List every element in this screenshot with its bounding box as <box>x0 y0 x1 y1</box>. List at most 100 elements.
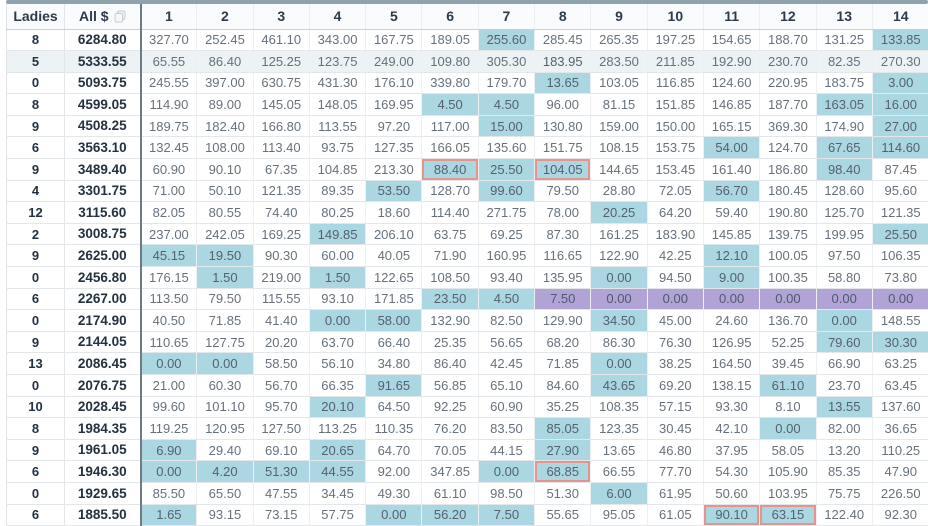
cell-value[interactable]: 66.35 <box>309 374 367 397</box>
cell-value[interactable]: 117.00 <box>421 115 479 138</box>
cell-value[interactable]: 108.50 <box>421 266 479 289</box>
cell-value[interactable]: 0.00 <box>590 266 648 289</box>
cell-value[interactable]: 18.60 <box>365 201 423 224</box>
cell-all-total[interactable]: 1929.65 <box>64 482 142 505</box>
cell-value[interactable]: 42.10 <box>703 417 761 440</box>
cell-value[interactable]: 245.55 <box>140 72 198 95</box>
cell-value[interactable]: 24.60 <box>703 309 761 332</box>
cell-value[interactable]: 58.80 <box>816 266 873 289</box>
cell-value[interactable]: 63.70 <box>309 331 367 354</box>
cell-value[interactable]: 630.75 <box>253 72 310 95</box>
column-header-10[interactable]: 10 <box>647 4 704 30</box>
cell-all-total[interactable]: 2267.00 <box>64 288 142 311</box>
cell-value[interactable]: 123.35 <box>590 417 648 440</box>
cell-value[interactable]: 4.20 <box>196 460 254 483</box>
cell-value[interactable]: 50.10 <box>196 180 254 203</box>
cell-value[interactable]: 90.10 <box>196 158 254 181</box>
cell-value[interactable]: 27.90 <box>534 439 592 462</box>
cell-value[interactable]: 125.25 <box>253 50 310 73</box>
cell-value[interactable]: 127.35 <box>365 136 423 160</box>
column-header-1[interactable]: 1 <box>140 4 198 30</box>
copy-icon[interactable] <box>114 10 126 23</box>
cell-value[interactable]: 60.90 <box>478 396 536 419</box>
cell-value[interactable]: 69.25 <box>478 223 536 246</box>
cell-value[interactable]: 110.65 <box>140 331 198 354</box>
cell-value[interactable]: 113.25 <box>309 417 367 440</box>
cell-value[interactable]: 23.70 <box>816 374 873 397</box>
cell-value[interactable]: 86.40 <box>421 352 479 375</box>
cell-value[interactable]: 66.90 <box>816 352 873 375</box>
cell-value[interactable]: 21.00 <box>140 374 198 397</box>
cell-value[interactable]: 182.40 <box>196 115 254 138</box>
cell-value[interactable]: 104.05 <box>534 158 592 181</box>
cell-value[interactable]: 4.50 <box>421 93 479 116</box>
cell-value[interactable]: 64.50 <box>365 396 423 419</box>
cell-all-total[interactable]: 4508.25 <box>64 115 142 138</box>
cell-value[interactable]: 121.35 <box>253 180 310 203</box>
cell-ladies[interactable]: 10 <box>6 396 65 419</box>
cell-value[interactable]: 183.90 <box>647 223 704 246</box>
cell-value[interactable]: 153.45 <box>647 158 704 181</box>
column-header-7[interactable]: 7 <box>478 4 536 30</box>
cell-value[interactable]: 54.00 <box>703 136 761 160</box>
cell-value[interactable]: 61.10 <box>421 482 479 505</box>
cell-value[interactable]: 85.05 <box>534 417 592 440</box>
cell-value[interactable]: 100.05 <box>759 244 817 268</box>
cell-value[interactable]: 57.75 <box>309 504 367 526</box>
column-header-12[interactable]: 12 <box>759 4 817 30</box>
cell-value[interactable]: 36.65 <box>872 417 928 440</box>
cell-value[interactable]: 226.50 <box>872 482 928 505</box>
cell-all-total[interactable]: 2076.75 <box>64 374 142 397</box>
cell-value[interactable]: 114.60 <box>872 136 928 160</box>
cell-value[interactable]: 369.30 <box>759 115 817 138</box>
cell-value[interactable]: 58.00 <box>365 309 423 332</box>
cell-value[interactable]: 189.05 <box>421 29 479 52</box>
cell-value[interactable]: 28.80 <box>590 180 648 203</box>
cell-value[interactable]: 108.00 <box>196 136 254 160</box>
cell-value[interactable]: 128.70 <box>421 180 479 203</box>
cell-value[interactable]: 265.35 <box>590 29 648 52</box>
cell-value[interactable]: 87.45 <box>872 158 928 181</box>
cell-all-total[interactable]: 3008.75 <box>64 223 142 246</box>
cell-value[interactable]: 19.50 <box>196 244 254 268</box>
cell-value[interactable]: 70.05 <box>421 439 479 462</box>
cell-ladies[interactable]: 9 <box>6 158 65 181</box>
cell-value[interactable]: 132.45 <box>140 136 198 160</box>
cell-value[interactable]: 106.35 <box>872 244 928 268</box>
cell-value[interactable]: 110.35 <box>365 417 423 440</box>
cell-value[interactable]: 105.90 <box>759 460 817 483</box>
cell-value[interactable]: 103.05 <box>590 72 648 95</box>
cell-value[interactable]: 68.85 <box>534 460 592 483</box>
cell-value[interactable]: 150.00 <box>647 115 704 138</box>
cell-value[interactable]: 90.30 <box>253 244 310 268</box>
cell-value[interactable]: 46.80 <box>647 439 704 462</box>
cell-ladies[interactable]: 4 <box>6 180 65 203</box>
cell-value[interactable]: 42.25 <box>647 244 704 268</box>
cell-ladies[interactable]: 0 <box>6 374 65 397</box>
column-header-5[interactable]: 5 <box>365 4 423 30</box>
cell-value[interactable]: 154.65 <box>703 29 761 52</box>
cell-all-total[interactable]: 2174.90 <box>64 309 142 332</box>
cell-value[interactable]: 0.00 <box>647 288 704 311</box>
cell-value[interactable]: 58.50 <box>253 352 310 375</box>
cell-value[interactable]: 0.00 <box>703 288 761 311</box>
cell-value[interactable]: 44.15 <box>478 439 536 462</box>
cell-value[interactable]: 192.90 <box>703 50 761 73</box>
cell-all-total[interactable]: 3301.75 <box>64 180 142 203</box>
cell-value[interactable]: 149.85 <box>309 223 367 246</box>
cell-value[interactable]: 71.90 <box>421 244 479 268</box>
cell-value[interactable]: 206.10 <box>365 223 423 246</box>
cell-value[interactable]: 271.75 <box>478 201 536 224</box>
cell-value[interactable]: 56.85 <box>421 374 479 397</box>
cell-value[interactable]: 93.75 <box>309 136 367 160</box>
cell-value[interactable]: 91.65 <box>365 374 423 397</box>
cell-value[interactable]: 131.25 <box>816 29 873 52</box>
cell-value[interactable]: 161.40 <box>703 158 761 181</box>
cell-value[interactable]: 0.00 <box>759 417 817 440</box>
cell-value[interactable]: 0.00 <box>140 460 198 483</box>
cell-value[interactable]: 51.30 <box>534 482 592 505</box>
cell-all-total[interactable]: 4599.05 <box>64 93 142 116</box>
cell-value[interactable]: 270.30 <box>872 50 928 73</box>
cell-value[interactable]: 25.50 <box>872 223 928 246</box>
cell-value[interactable]: 92.30 <box>872 504 928 526</box>
